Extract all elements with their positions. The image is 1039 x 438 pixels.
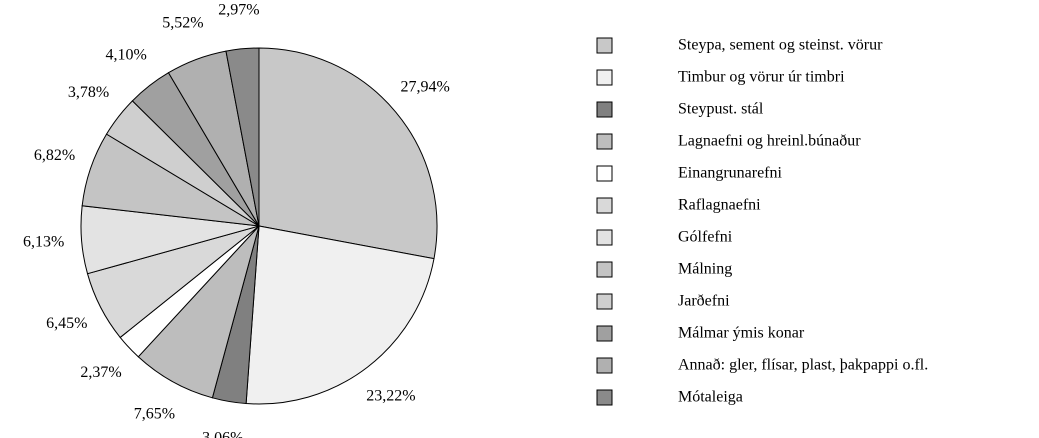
legend-label: Jarðefni [678,293,730,310]
data-label: 3,78% [68,84,109,101]
data-label: 7,65% [134,406,175,423]
legend-swatch [596,261,613,278]
legend-label: Einangrunarefni [678,165,783,182]
data-label: 5,52% [162,15,203,32]
legend-swatch [596,197,613,214]
pie-slice [258,47,438,260]
legend-label: Timbur og vörur úr timbri [678,69,845,86]
legend-swatch [596,229,613,246]
legend-label: Raflagnaefni [678,197,761,214]
legend-label: Málmar ýmis konar [678,325,805,342]
legend-label: Gólfefni [678,229,733,246]
legend-swatch [596,165,613,182]
data-label: 6,45% [46,315,87,332]
data-label: 6,82% [34,147,75,164]
legend-swatch [596,37,613,54]
legend-label: Lagnaefni og hreinl.búnaður [678,133,861,150]
legend-label: Steypa, sement og steinst. vörur [678,37,883,54]
data-label: 2,37% [80,364,121,381]
legend-label: Málning [678,261,732,278]
data-label: 6,13% [23,234,64,251]
legend-swatch [596,389,613,406]
legend-label: Steypust. stál [678,101,764,118]
data-label: 2,97% [218,2,259,19]
data-label: 3,06% [202,430,243,438]
legend-swatch [596,325,613,342]
legend-swatch [596,293,613,310]
data-label: 23,22% [366,388,415,405]
legend-swatch [596,133,613,150]
legend-swatch [596,101,613,118]
legend-swatch [596,69,613,86]
data-label: 4,10% [106,46,147,63]
legend-swatch [596,357,613,374]
pie-slice [225,47,260,227]
pie-slice [245,225,435,405]
legend-label: Mótaleiga [678,389,743,406]
legend-label: Annað: gler, flísar, plast, þakpappi o.f… [678,357,928,374]
data-label: 27,94% [400,79,449,96]
